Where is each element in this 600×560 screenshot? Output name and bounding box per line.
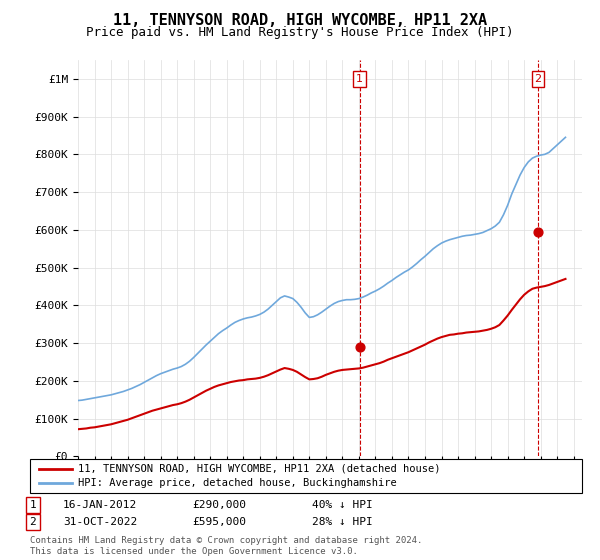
Text: 16-JAN-2012: 16-JAN-2012 xyxy=(63,500,137,510)
Text: £290,000: £290,000 xyxy=(192,500,246,510)
Text: 11, TENNYSON ROAD, HIGH WYCOMBE, HP11 2XA (detached house): 11, TENNYSON ROAD, HIGH WYCOMBE, HP11 2X… xyxy=(78,464,440,474)
Text: Price paid vs. HM Land Registry's House Price Index (HPI): Price paid vs. HM Land Registry's House … xyxy=(86,26,514,39)
Text: 40% ↓ HPI: 40% ↓ HPI xyxy=(312,500,373,510)
Text: 11, TENNYSON ROAD, HIGH WYCOMBE, HP11 2XA: 11, TENNYSON ROAD, HIGH WYCOMBE, HP11 2X… xyxy=(113,13,487,28)
Text: 2: 2 xyxy=(535,74,541,84)
Text: HPI: Average price, detached house, Buckinghamshire: HPI: Average price, detached house, Buck… xyxy=(78,478,397,488)
Text: 2: 2 xyxy=(29,517,37,527)
Point xyxy=(533,227,542,236)
Point xyxy=(355,342,364,351)
Text: 28% ↓ HPI: 28% ↓ HPI xyxy=(312,517,373,527)
Text: 1: 1 xyxy=(29,500,37,510)
Text: Contains HM Land Registry data © Crown copyright and database right 2024.
This d: Contains HM Land Registry data © Crown c… xyxy=(30,536,422,556)
Text: 31-OCT-2022: 31-OCT-2022 xyxy=(63,517,137,527)
Text: £595,000: £595,000 xyxy=(192,517,246,527)
Text: 1: 1 xyxy=(356,74,363,84)
